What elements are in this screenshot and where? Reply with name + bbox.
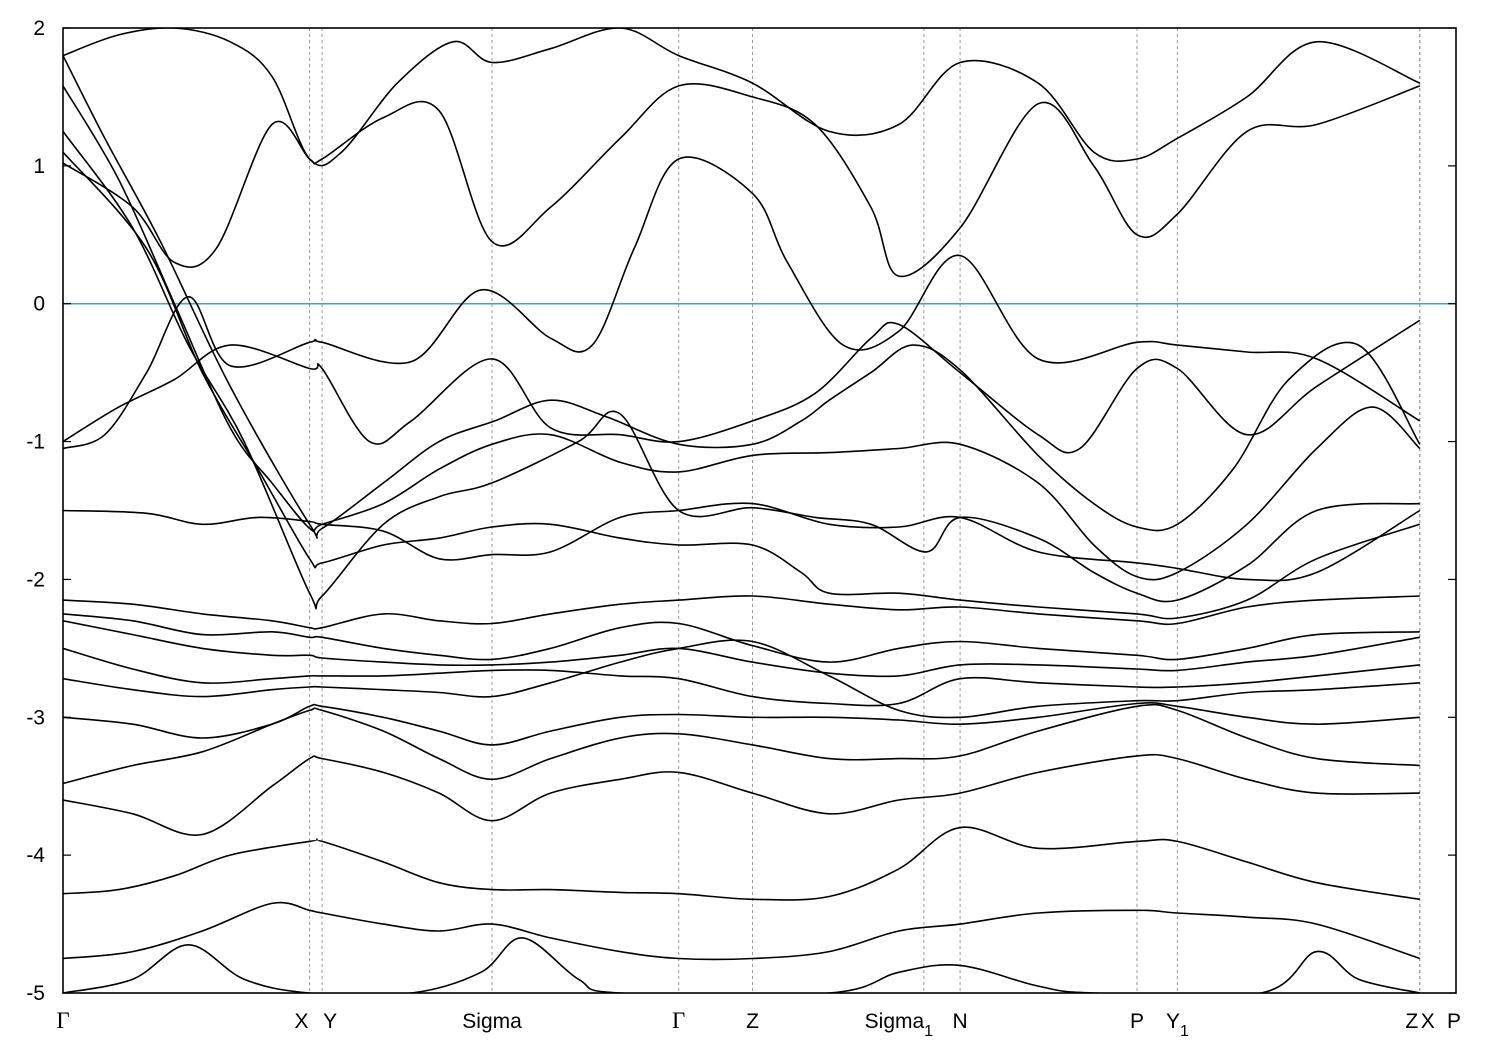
band-9 bbox=[63, 613, 1420, 663]
band-2 bbox=[63, 130, 1420, 610]
band-7 bbox=[63, 502, 1421, 582]
y-tick-label-4: -2 bbox=[26, 568, 45, 591]
band-6 bbox=[63, 82, 1421, 278]
band-3 bbox=[63, 151, 1421, 620]
band-14 bbox=[63, 703, 1420, 785]
band-0 bbox=[63, 55, 1421, 539]
band-11 bbox=[63, 647, 1420, 707]
kpoint-label-7: N bbox=[953, 1010, 968, 1033]
kpoint-label-5: Z bbox=[746, 1010, 759, 1033]
y-tick-label-3: -1 bbox=[26, 431, 45, 454]
band-15 bbox=[63, 753, 1420, 836]
band-10 bbox=[63, 620, 1420, 678]
y-tick-label-5: -3 bbox=[26, 706, 45, 729]
kpoint-label-4: Γ bbox=[672, 1008, 685, 1033]
band-12 bbox=[63, 639, 1420, 719]
kpoint-label-1: X bbox=[295, 1010, 309, 1033]
kpoint-subscript-9: 1 bbox=[1180, 1023, 1189, 1040]
band-16 bbox=[63, 826, 1420, 901]
kpoint-label-3: Sigma bbox=[462, 1010, 522, 1033]
kpoint-label-8: P bbox=[1130, 1010, 1144, 1033]
kpoint-subscript-6: 1 bbox=[924, 1023, 933, 1040]
kpoint-label-0: Γ bbox=[56, 1008, 69, 1033]
kpoint-label-10: Z bbox=[1405, 1010, 1418, 1033]
x-axis: Γ X Y Sigma Γ Z Sigma1 N P Y1 Z X P bbox=[56, 1008, 1461, 1040]
band-18 bbox=[63, 937, 1420, 993]
band-5 bbox=[63, 319, 1421, 454]
kpoint-label-6: Sigma1 bbox=[865, 1010, 934, 1040]
kpoint-lines bbox=[309, 28, 1421, 993]
band-1 bbox=[63, 85, 1421, 581]
kpoint-label-11: X bbox=[1421, 1010, 1435, 1033]
band-lines bbox=[63, 28, 1421, 993]
y-tick-label-2: 0 bbox=[33, 293, 45, 316]
kpoint-label-9: Y1 bbox=[1166, 1010, 1189, 1040]
y-tick-label-7: -5 bbox=[26, 982, 45, 1005]
band-4 bbox=[63, 156, 1421, 450]
y-tick-label-0: 2 bbox=[33, 17, 45, 40]
band-8 bbox=[63, 595, 1420, 630]
y-tick-label-6: -4 bbox=[26, 844, 45, 867]
band-13 bbox=[63, 702, 1420, 746]
band-17 bbox=[63, 901, 1421, 961]
plot-frame bbox=[62, 27, 1457, 994]
band-19 bbox=[63, 28, 1421, 167]
kpoint-label-12: P bbox=[1447, 1010, 1461, 1033]
y-axis: 2 1 0 -1 -2 -3 -4 -5 bbox=[26, 17, 1456, 1005]
y-tick-label-1: 1 bbox=[33, 155, 45, 178]
kpoint-label-2: Y bbox=[323, 1010, 337, 1033]
